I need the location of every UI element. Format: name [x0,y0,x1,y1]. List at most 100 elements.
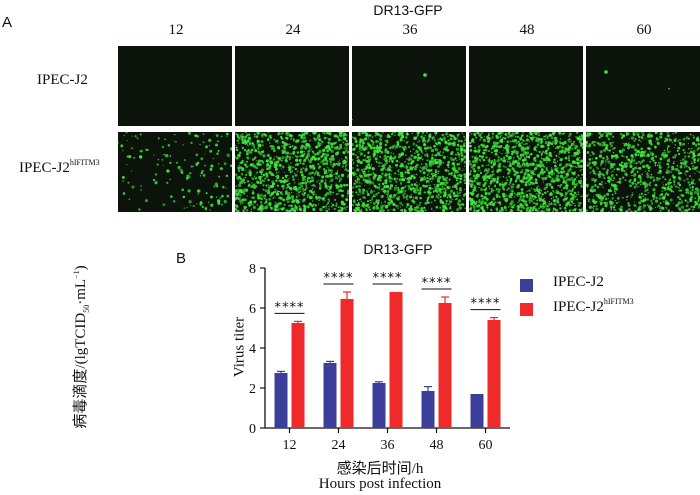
gfp-cell [532,197,534,200]
gfp-cell [452,167,456,171]
gfp-cell [255,166,259,170]
gfp-cell [365,157,367,159]
gfp-cell [452,138,454,140]
gfp-cell [266,153,270,157]
gfp-cell [427,191,432,195]
gfp-cell [469,172,472,176]
gfp-cell [689,191,694,196]
gfp-cell [533,188,535,190]
gfp-cell [446,156,449,158]
gfp-cell [534,145,537,149]
gfp-cell [396,177,399,180]
gfp-cell [664,203,668,206]
gfp-cell [671,210,673,212]
gfp-cell [441,154,444,157]
gfp-cell [473,186,477,190]
gfp-cell [362,159,365,162]
gfp-cell [520,136,523,138]
gfp-cell [396,140,400,144]
gfp-cell [449,206,452,209]
gfp-cell [313,152,315,155]
gfp-cell [328,186,332,190]
gfp-cell [487,164,490,167]
gfp-cell [426,201,429,204]
gfp-cell [634,166,638,170]
gfp-cell [377,203,379,206]
gfp-cell [598,142,602,147]
gfp-cell [162,203,166,207]
gfp-cell [448,179,451,181]
gfp-cell [246,171,248,173]
gfp-cell [414,165,417,168]
gfp-cell [310,204,314,208]
gfp-cell [639,177,642,181]
gfp-cell [518,142,522,147]
gfp-cell [256,160,258,162]
gfp-cell [487,158,491,163]
gfp-cell [311,188,314,190]
gfp-cell [426,177,429,180]
micrograph-tile [586,132,700,212]
gfp-cell [292,178,295,181]
gfp-cell [321,160,324,163]
gfp-cell [429,160,433,165]
significance-label: **** [422,276,452,291]
gfp-cell [654,162,657,165]
gfp-cell [647,147,651,151]
gfp-cell [666,172,668,174]
gfp-cell [441,175,444,178]
gfp-cell [630,136,635,140]
gfp-cell [352,167,354,170]
significance-markers: ******** **** ******** [274,271,501,315]
gfp-cell [528,181,530,183]
gfp-cell [379,185,381,188]
gfp-cell [450,157,454,161]
gfp-cell [323,172,326,175]
gfp-cell [512,185,515,188]
gfp-cell [642,195,645,198]
gfp-cell [487,192,491,196]
gfp-cell [496,201,499,204]
gfp-cell [169,178,171,181]
gfp-cell [559,138,562,140]
gfp-cell [488,132,490,135]
gfp-cell [420,146,423,149]
gfp-cell [600,183,603,186]
gfp-cell [238,151,242,155]
gfp-cell [404,185,407,188]
gfp-cell [638,186,640,188]
gfp-cell [644,188,648,192]
gfp-cell [342,137,346,140]
gfp-cell [397,140,399,142]
gfp-cell [627,142,630,144]
gfp-cell [540,152,543,155]
gfp-cell [564,210,568,212]
gfp-cell [293,209,297,212]
gfp-cell [687,208,691,211]
gfp-cell [496,176,500,180]
gfp-cell [684,172,686,174]
gfp-cell [362,196,365,199]
gfp-cell [521,134,524,137]
gfp-cell [552,187,554,189]
gfp-cell [415,136,418,139]
gfp-cell [405,164,407,166]
gfp-cell [523,143,525,146]
gfp-cell [415,207,418,209]
gfp-cell [326,191,330,196]
legend-label-text: IPEC-J2 [553,299,604,315]
gfp-cell [538,207,540,210]
gfp-cell [515,141,518,145]
gfp-cell [311,176,314,179]
gfp-cell [444,181,446,183]
gfp-cell [481,143,485,147]
gfp-cell [266,138,270,142]
gfp-cell [608,132,612,136]
gfp-cell [330,169,333,172]
gfp-cell [588,161,592,165]
gfp-cell [450,134,454,137]
gfp-cell [377,199,380,202]
gfp-cell [387,189,389,192]
gfp-cell [579,137,581,139]
gfp-cell [677,181,681,185]
